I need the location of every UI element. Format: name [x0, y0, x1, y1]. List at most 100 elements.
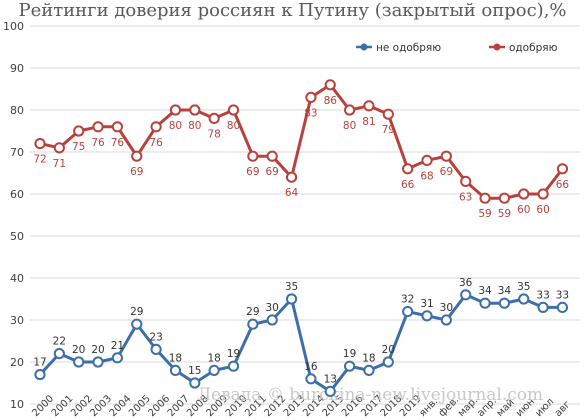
- data-point: [111, 121, 124, 133]
- data-label: 32: [401, 294, 414, 306]
- legend-marker: [493, 43, 501, 51]
- data-label: 69: [266, 166, 279, 178]
- y-tick-label: 90: [10, 62, 24, 75]
- data-label: 80: [188, 120, 201, 132]
- data-point: [305, 91, 317, 104]
- data-label: 69: [130, 166, 143, 178]
- y-axis-tick-labels: 10 20 30 40 50 60 70 80 90 100: [3, 20, 24, 411]
- legend: не одобряю одобряю: [356, 42, 558, 54]
- data-label: 33: [556, 289, 569, 301]
- data-label: 20: [382, 344, 395, 356]
- data-point: [460, 175, 472, 187]
- data-point: [227, 360, 240, 372]
- data-point: [344, 104, 356, 116]
- data-label: 64: [285, 187, 299, 199]
- data-point: [537, 188, 549, 200]
- data-label: 75: [72, 141, 85, 153]
- data-label: 59: [498, 208, 511, 220]
- data-label: 69: [246, 166, 259, 178]
- data-label: 17: [33, 357, 46, 369]
- data-point: [34, 369, 46, 381]
- data-label: 86: [324, 95, 338, 107]
- data-point: [556, 163, 569, 175]
- data-label: 31: [420, 298, 433, 310]
- data-point: [344, 360, 356, 372]
- data-label: 29: [130, 306, 143, 318]
- y-tick-label: 70: [10, 146, 24, 159]
- data-point: [208, 364, 220, 376]
- legend-label: одобряю: [509, 42, 558, 54]
- data-point: [324, 385, 336, 397]
- data-point: [518, 293, 530, 305]
- data-label: 35: [517, 281, 530, 293]
- data-point: [189, 104, 201, 116]
- data-label: 16: [304, 361, 318, 373]
- data-point: [440, 150, 452, 162]
- data-point: [111, 352, 124, 364]
- y-tick-label: 40: [10, 272, 24, 285]
- data-point: [92, 356, 104, 368]
- data-label: 21: [111, 340, 124, 352]
- data-point: [227, 104, 240, 116]
- data-label: 15: [188, 365, 201, 377]
- data-point: [556, 301, 569, 313]
- data-label: 19: [343, 348, 356, 360]
- data-point: [363, 100, 375, 112]
- data-label: 72: [33, 154, 46, 166]
- data-label: 33: [536, 289, 549, 301]
- data-point: [421, 310, 433, 322]
- data-label: 18: [362, 352, 375, 364]
- data-label: 60: [517, 204, 530, 216]
- data-point: [208, 112, 220, 125]
- series-line-disapprove: [38, 293, 563, 393]
- data-label: 20: [72, 344, 85, 356]
- data-point: [285, 171, 298, 183]
- data-point: [189, 377, 201, 389]
- data-label: 76: [91, 137, 105, 149]
- data-point: [479, 297, 491, 309]
- data-point: [382, 108, 394, 120]
- data-label: 18: [207, 352, 220, 364]
- data-label: 22: [53, 336, 66, 348]
- data-point: [440, 314, 452, 326]
- data-label: 83: [304, 107, 317, 119]
- data-point: [324, 79, 336, 91]
- data-point: [402, 163, 414, 175]
- data-point: [537, 301, 549, 313]
- data-point: [247, 150, 259, 162]
- data-point: [34, 138, 46, 150]
- data-label: 68: [420, 170, 433, 182]
- data-label: 19: [227, 348, 240, 360]
- data-label: 35: [285, 281, 298, 293]
- data-label: 13: [324, 373, 337, 385]
- y-tick-label: 20: [10, 356, 24, 369]
- data-label: 80: [169, 120, 182, 132]
- series-points: [34, 79, 569, 397]
- data-point: [460, 289, 472, 301]
- data-point: [53, 142, 65, 154]
- y-tick-label: 50: [10, 230, 24, 243]
- watermark: Левада © burckina-new.livejournal.com: [197, 385, 543, 405]
- data-point: [498, 297, 510, 309]
- data-labels: 17 22 20 20 21 29 23 18 15 18 19 29 30 35 16 13 19 18 20 32…: [33, 95, 569, 386]
- data-point: [131, 150, 143, 162]
- data-point: [131, 318, 143, 330]
- data-label: 34: [478, 285, 492, 297]
- data-label: 76: [111, 137, 125, 149]
- data-point: [266, 150, 278, 162]
- data-label: 60: [536, 204, 549, 216]
- data-point: [518, 188, 530, 200]
- data-point: [363, 364, 375, 376]
- data-point: [421, 154, 433, 166]
- data-label: 66: [401, 179, 415, 191]
- data-point: [247, 318, 259, 330]
- data-label: 23: [149, 331, 162, 343]
- data-label: 34: [498, 285, 512, 297]
- y-tick-label: 30: [10, 314, 24, 327]
- data-label: 30: [266, 302, 279, 314]
- data-point: [305, 373, 317, 385]
- data-point: [73, 356, 85, 368]
- legend-marker: [360, 43, 368, 51]
- data-point: [402, 306, 414, 318]
